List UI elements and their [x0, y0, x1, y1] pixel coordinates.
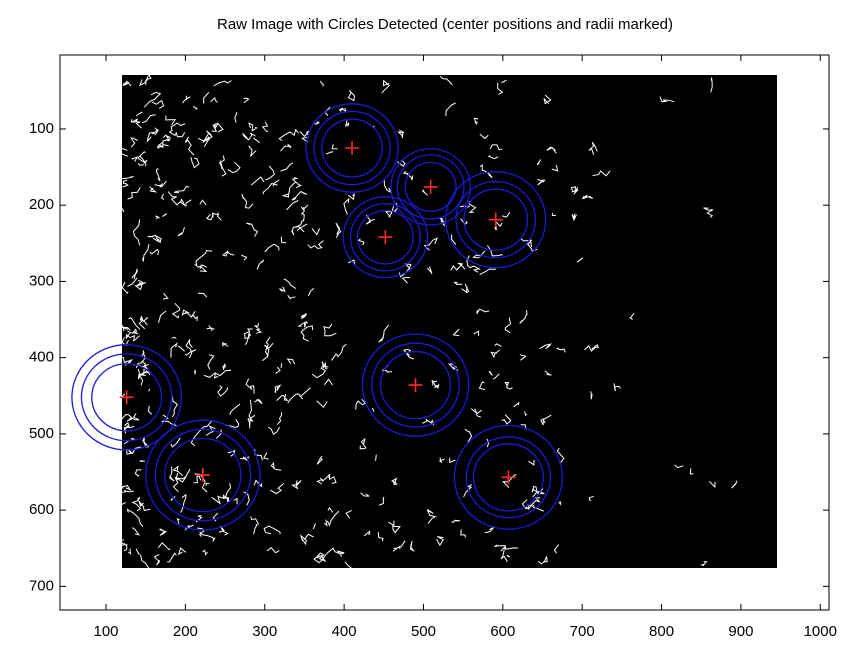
x-tick-label: 1000 — [804, 623, 837, 640]
x-tick-label: 400 — [332, 623, 357, 640]
x-tick-label: 500 — [411, 623, 436, 640]
x-tick-label: 600 — [490, 623, 515, 640]
x-tick-label: 300 — [252, 623, 277, 640]
y-tick-label: 400 — [29, 349, 54, 366]
y-tick-label: 100 — [29, 120, 54, 137]
x-tick-label: 800 — [649, 623, 674, 640]
x-tick-label: 100 — [94, 623, 119, 640]
x-tick-label: 700 — [570, 623, 595, 640]
x-tick-label: 200 — [173, 623, 198, 640]
y-tick-label: 500 — [29, 425, 54, 442]
figure: Raw Image with Circles Detected (center … — [0, 0, 849, 648]
x-tick-label: 900 — [728, 623, 753, 640]
edge-image — [122, 75, 777, 568]
edge-curve — [195, 370, 196, 375]
y-tick-label: 300 — [29, 272, 54, 289]
y-tick-label: 200 — [29, 196, 54, 213]
y-tick-label: 700 — [29, 577, 54, 594]
y-tick-label: 600 — [29, 501, 54, 518]
chart-title: Raw Image with Circles Detected (center … — [217, 16, 673, 33]
